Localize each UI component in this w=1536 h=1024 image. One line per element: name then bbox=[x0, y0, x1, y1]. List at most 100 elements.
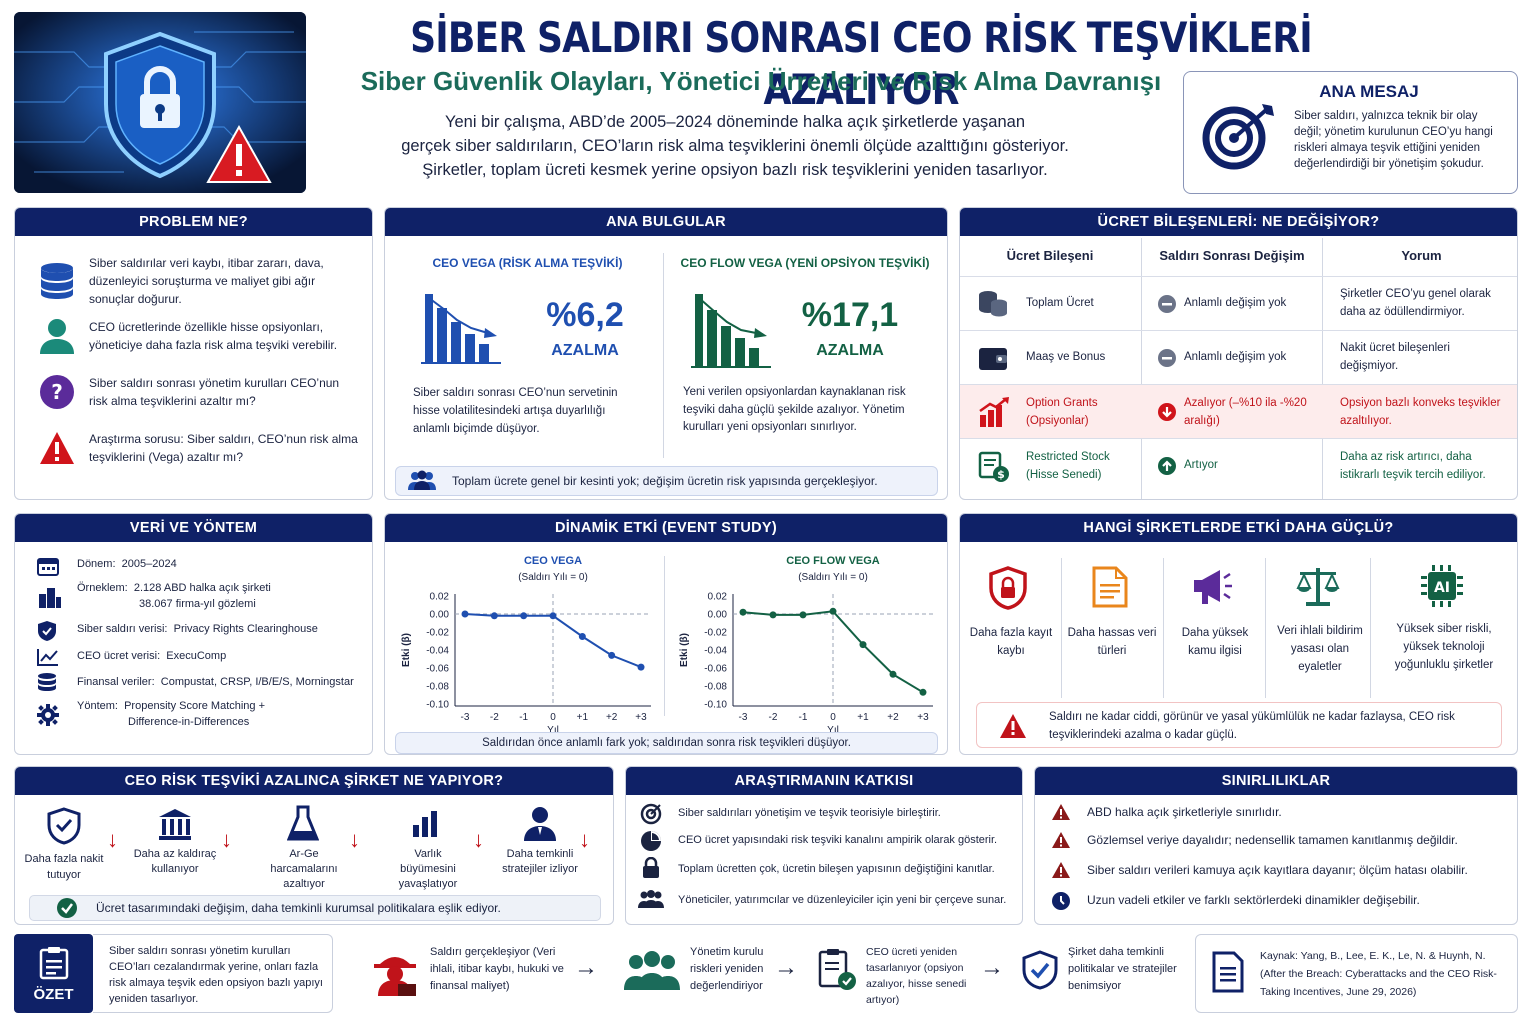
comment-label: Şirketler CEO’yu genel olarak daha az öd… bbox=[1340, 288, 1491, 318]
veri-value-2: 38.067 firma-yıl gözlemi bbox=[139, 598, 256, 610]
hangi-note-text: Saldırı ne kadar ciddi, görünür ve yasal… bbox=[1049, 711, 1455, 741]
findings-header: ANA BULGULAR bbox=[385, 208, 947, 236]
problem-panel: PROBLEM NE? Siber saldırılar veri kaybı,… bbox=[14, 207, 373, 500]
findings-panel: ANA BULGULAR CEO VEGA (RİSK ALMA TEŞVİKİ… bbox=[384, 207, 948, 500]
problem-item: Siber saldırılar veri kaybı, itibar zara… bbox=[35, 254, 365, 308]
chart-subtitle: (Saldırı Yılı = 0) bbox=[518, 572, 588, 583]
data-point bbox=[490, 612, 498, 620]
x-tick-label: -1 bbox=[799, 712, 808, 723]
stock-certificate-icon: $ bbox=[978, 451, 1010, 488]
data-point bbox=[799, 611, 807, 619]
warning-icon bbox=[1051, 861, 1071, 884]
veri-label: Yöntem: bbox=[77, 700, 118, 712]
table-row: Maaş ve Bonus Anlamlı değişim yok Nakit … bbox=[960, 330, 1517, 384]
ozet-text: Siber saldırı sonrası yönetim kurulları … bbox=[109, 945, 323, 1005]
x-tick-label: 0 bbox=[830, 712, 836, 723]
veri-value: Privacy Rights Clearinghouse bbox=[173, 623, 318, 635]
left-finding-text: Siber saldırı sonrası CEO’nun servetinin… bbox=[413, 387, 618, 435]
y-axis-label: Etki (β) bbox=[401, 633, 412, 667]
sirket-panel: CEO RİSK TEŞVİKİ AZALINCA ŞİRKET NE YAPI… bbox=[14, 766, 614, 925]
shield-icon bbox=[37, 620, 57, 647]
down-arrow-icon: ↓ bbox=[221, 827, 232, 852]
bank-icon bbox=[157, 807, 193, 846]
sinir-item: Uzun vadeli etkiler ve farklı sektörlerd… bbox=[1087, 893, 1420, 907]
veri-value-2: Difference-in-Differences bbox=[128, 716, 250, 728]
veri-header: VERİ VE YÖNTEM bbox=[15, 514, 372, 542]
veri-value: 2005–2024 bbox=[121, 558, 177, 570]
veri-item: Finansal veriler: Compustat, CRSP, I/B/E… bbox=[77, 674, 354, 690]
sirket-header: CEO RİSK TEŞVİKİ AZALINCA ŞİRKET NE YAPI… bbox=[15, 767, 613, 795]
x-tick-label: +1 bbox=[577, 712, 589, 723]
flow-step-2: Yönetim kurulu riskleri yeniden değerlen… bbox=[690, 946, 764, 992]
veri-label: CEO ücret verisi: bbox=[77, 650, 161, 662]
document-check-icon bbox=[818, 948, 858, 997]
problem-text-3: Siber saldırı sonrası yönetim kurulları … bbox=[89, 376, 340, 408]
shield-check-icon bbox=[47, 807, 81, 850]
problem-item: CEO ücretlerinde özellikle hisse opsiyon… bbox=[35, 318, 365, 354]
clock-icon bbox=[1051, 891, 1071, 916]
katki-item: Yöneticiler, yatırımcılar ve düzenleyici… bbox=[678, 894, 1007, 906]
chart-subtitle: (Saldırı Yılı = 0) bbox=[798, 572, 868, 583]
sirket-note-text: Ücret tasarımındaki değişim, daha temkin… bbox=[96, 901, 501, 915]
data-point bbox=[919, 688, 927, 696]
coins-icon bbox=[978, 289, 1008, 322]
ai-chip-icon: AI bbox=[1420, 564, 1464, 613]
warning-icon bbox=[999, 713, 1027, 744]
source-text: Kaynak: Yang, B., Lee, E. K., Le, N. & H… bbox=[1260, 950, 1497, 998]
change-label: Anlamlı değişim yok bbox=[1184, 351, 1287, 363]
veri-value: Propensity Score Matching + bbox=[124, 700, 266, 712]
intro-text: Yeni bir çalışma, ABD’de 2005–2024 dönem… bbox=[360, 110, 1110, 182]
flask-icon bbox=[286, 805, 320, 848]
veri-label: Siber saldırı verisi: bbox=[77, 623, 168, 635]
sirket-note: Ücret tasarımındaki değişim, daha temkin… bbox=[29, 895, 601, 921]
x-tick-label: +2 bbox=[887, 712, 899, 723]
hangi-item-label: Daha yüksek kamu ilgisi bbox=[1181, 627, 1249, 657]
warning-icon bbox=[1051, 831, 1071, 854]
hangi-item-label: Veri ihlali bildirim yasası olan eyaletl… bbox=[1277, 625, 1363, 673]
intro-line-3: Şirketler, toplam ücreti kesmek yerine o… bbox=[422, 161, 1048, 179]
veri-label: Örneklem: bbox=[77, 582, 128, 594]
minus-icon bbox=[1158, 295, 1176, 318]
veri-item: Dönem: 2005–2024 bbox=[77, 556, 177, 572]
y-tick-label: -0.10 bbox=[426, 700, 449, 711]
user-tie-icon bbox=[523, 805, 557, 846]
document-icon bbox=[1092, 566, 1128, 613]
data-point bbox=[608, 651, 616, 659]
katki-item: CEO ücret yapısındaki risk teşviki kanal… bbox=[678, 834, 998, 846]
x-tick-label: -3 bbox=[739, 712, 748, 723]
comment-label: Opsiyon bazlı konveks teşvikler azaltılı… bbox=[1340, 397, 1501, 427]
intro-line-2: gerçek siber saldırıların, CEO’ların ris… bbox=[401, 137, 1069, 155]
y-tick-label: -0.10 bbox=[704, 700, 727, 711]
group-icon bbox=[638, 890, 664, 913]
data-point bbox=[637, 663, 645, 671]
x-tick-label: +2 bbox=[606, 712, 618, 723]
sinir-panel: SINIRLILIKLAR ABD halka açık şirketleriy… bbox=[1034, 766, 1518, 925]
growth-chart-icon bbox=[978, 397, 1010, 432]
database-icon bbox=[35, 262, 79, 300]
problem-text-2: CEO ücretlerinde özellikle hisse opsiyon… bbox=[89, 320, 338, 352]
left-finding-value: %6,2 bbox=[546, 296, 624, 334]
hangi-header: HANGİ ŞİRKETLERDE ETKİ DAHA GÜÇLÜ? bbox=[960, 514, 1517, 542]
component-label: Toplam Ücret bbox=[1026, 297, 1094, 309]
page-title: SİBER SALDIRI SONRASI CEO RİSK TEŞVİKLER… bbox=[410, 13, 1313, 114]
document-icon bbox=[1212, 951, 1244, 998]
down-arrow-icon: ↓ bbox=[349, 827, 360, 852]
table-row: Toplam Ücret Anlamlı değişim yok Şirketl… bbox=[960, 276, 1517, 330]
veri-item: Siber saldırı verisi: Privacy Rights Cle… bbox=[77, 621, 318, 637]
chart-title: CEO VEGA bbox=[524, 555, 582, 567]
y-tick-label: -0.08 bbox=[426, 682, 449, 693]
clipboard-icon bbox=[39, 946, 69, 985]
ozet-label: ÖZET bbox=[33, 986, 74, 1003]
hero-image bbox=[14, 12, 306, 193]
hangi-item-label: Daha hassas veri türleri bbox=[1067, 627, 1157, 657]
katki-panel: ARAŞTIRMANIN KATKISI Siber saldırıları y… bbox=[625, 766, 1023, 925]
data-point bbox=[578, 633, 586, 640]
findings-note: Toplam ücrete genel bir kesinti yok; değ… bbox=[395, 466, 938, 496]
target-icon bbox=[1200, 100, 1278, 175]
x-tick-label: -1 bbox=[519, 712, 528, 723]
y-axis-label: Etki (β) bbox=[679, 633, 690, 667]
y-tick-label: -0.04 bbox=[426, 646, 449, 657]
ana-mesaj-title: ANA MESAJ bbox=[1319, 82, 1419, 101]
y-tick-label: 0.02 bbox=[708, 592, 728, 603]
shield-check-icon bbox=[1022, 950, 1058, 995]
